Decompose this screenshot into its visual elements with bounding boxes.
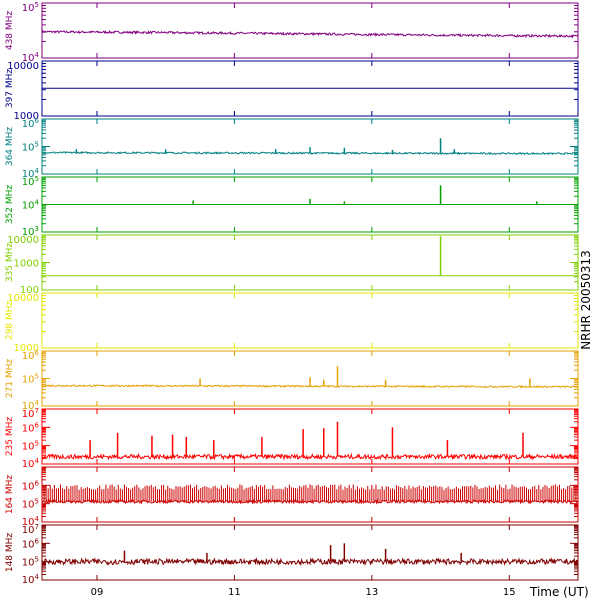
- y-tick-label: 10000: [7, 61, 39, 72]
- y-tick-label: 106: [22, 479, 40, 492]
- x-axis-label: Time (UT): [529, 585, 589, 599]
- channel-label: 438 MHz: [5, 11, 15, 51]
- y-tick-label: 105: [22, 175, 39, 188]
- channel-label: 335 MHz: [5, 243, 15, 283]
- y-tick-label: 10000: [7, 293, 39, 304]
- y-tick-label: 105: [22, 556, 39, 569]
- channel-label: 271 MHz: [5, 359, 15, 399]
- panel-335: 10000 1000 100 335 MHz: [5, 234, 579, 296]
- panel-frame: [41, 118, 579, 175]
- y-tick-label: 107: [22, 407, 39, 420]
- channel-label: 148 MHz: [5, 533, 15, 573]
- series-line: [42, 452, 578, 461]
- series-line: [42, 498, 578, 505]
- y-tick-label: 100: [20, 285, 39, 296]
- channel-label: 352 MHz: [5, 185, 15, 225]
- y-tick-label: 105: [22, 440, 39, 453]
- y-tick-label: 105: [22, 498, 39, 511]
- y-tick-label: 104: [22, 199, 40, 212]
- y-tick-label: 1000: [14, 111, 39, 122]
- y-tick-label: 106: [22, 349, 40, 362]
- channel-label: 364 MHz: [5, 127, 15, 167]
- x-axis: 09 11 13 15: [91, 587, 516, 598]
- x-tick-label: 15: [503, 587, 516, 598]
- y-tick-label: 107: [22, 523, 39, 536]
- y-tick-label: 106: [22, 421, 40, 434]
- panel-frame: [41, 234, 579, 291]
- panel-397: 10000 1000 397 MHz: [5, 60, 579, 122]
- series-line: [42, 557, 578, 567]
- x-tick-label: 09: [91, 587, 104, 598]
- channel-label: 235 MHz: [5, 417, 15, 457]
- x-tick-label: 13: [365, 587, 378, 598]
- panel-frame: [41, 524, 579, 581]
- panel-298: 10000 1000 298 MHz: [5, 292, 579, 354]
- y-tick-label: 104: [22, 573, 40, 586]
- y-tick-label: 10000: [7, 235, 39, 246]
- panel-frame: [41, 2, 579, 59]
- panel-frame: [41, 292, 579, 349]
- channel-label: 164 MHz: [5, 475, 15, 515]
- y-tick-label: 105: [22, 1, 39, 14]
- y-tick-label: 105: [22, 373, 39, 386]
- y-tick-label: 104: [22, 457, 40, 470]
- x-tick-label: 11: [228, 587, 241, 598]
- y-tick-label: 106: [22, 537, 40, 550]
- y-tick-label: 1000: [14, 259, 39, 270]
- y-tick-label: 1000: [14, 343, 39, 354]
- series-line: [42, 29, 578, 39]
- side-label: NRHR 20050313: [579, 250, 593, 350]
- channel-label: 298 MHz: [5, 301, 15, 341]
- y-tick-label: 105: [22, 141, 39, 154]
- y-tick-label: 106: [22, 117, 40, 130]
- channel-label: 397 MHz: [5, 69, 15, 109]
